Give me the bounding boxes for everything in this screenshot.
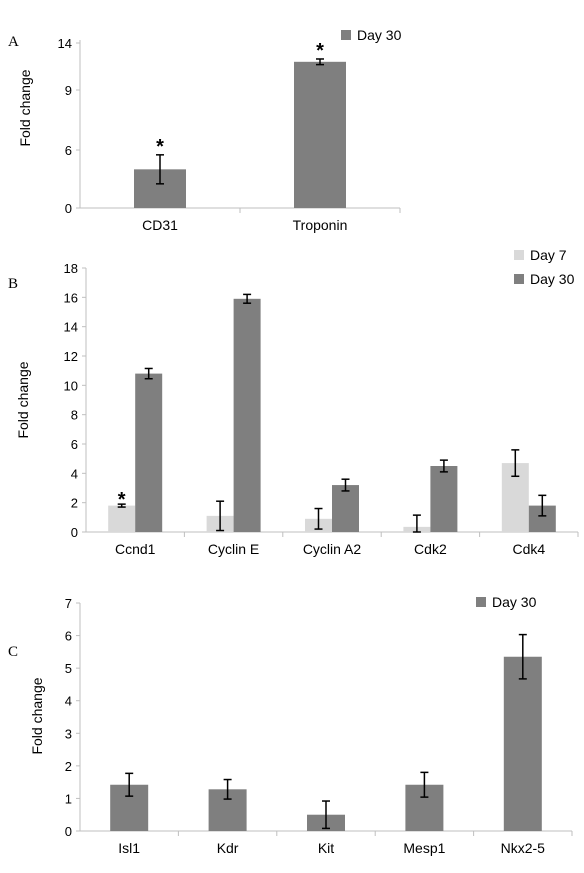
panel-c-y-axis-label: Fold change xyxy=(29,677,45,754)
panel-b-label: B xyxy=(8,276,18,292)
panel-b-y-tick-label: 18 xyxy=(64,261,78,276)
panel-b-y-tick-label: 8 xyxy=(71,408,78,423)
panel-b-x-tick-label: Ccnd1 xyxy=(115,541,156,557)
panel-c-y-tick-label: 5 xyxy=(65,661,72,676)
panel-c-x-tick-label: Kdr xyxy=(217,840,239,856)
panel-b-bar xyxy=(332,485,359,532)
panel-a-bar xyxy=(294,61,346,208)
panel-b-legend-label: Day 30 xyxy=(530,271,575,287)
panel-b-legend-swatch xyxy=(514,274,524,284)
panel-b-bar xyxy=(108,505,136,532)
panel-c-x-tick-label: Nkx2-5 xyxy=(501,840,546,856)
panel-c-y-tick-label: 2 xyxy=(65,759,72,774)
panel-b-bar xyxy=(233,298,261,532)
panel-a-x-tick-label: Troponin xyxy=(293,217,348,233)
panel-c-label: C xyxy=(8,644,18,660)
panel-c-y-tick-label: 7 xyxy=(65,596,72,611)
panel-b-y-tick-label: 12 xyxy=(64,349,78,364)
panel-b-y-tick-label: 4 xyxy=(71,466,78,481)
panel-c-y-tick-label: 3 xyxy=(65,726,72,741)
panel-b-x-tick-label: Cyclin E xyxy=(208,541,259,557)
panel-a-y-axis-label: Fold change xyxy=(17,69,33,146)
panel-b-y-axis-label: Fold change xyxy=(15,361,31,438)
panel-b-legend-swatch xyxy=(514,250,524,260)
panel-b-y-tick-label: 2 xyxy=(71,496,78,511)
panel-a-x-tick-label: CD31 xyxy=(142,217,178,233)
panel-c-x-tick-label: Isl1 xyxy=(118,840,140,856)
panel-b-y-tick-label: 14 xyxy=(64,320,78,335)
panel-c-y-tick-label: 6 xyxy=(65,629,72,644)
panel-b-y-tick-label: 0 xyxy=(71,525,78,540)
panel-c-x-tick-label: Mesp1 xyxy=(403,840,445,856)
panel-c-x-tick-label: Kit xyxy=(318,840,334,856)
panel-a-significance-mark: * xyxy=(316,40,324,62)
panel-c-y-tick-label: 4 xyxy=(65,694,72,709)
panel-c-y-tick-label: 1 xyxy=(65,791,72,806)
panel-c-legend-swatch xyxy=(476,597,486,607)
panel-b-x-tick-label: Cdk4 xyxy=(512,541,545,557)
panel-b-significance-mark: * xyxy=(118,489,126,511)
panel-a-y-tick-label: 9 xyxy=(65,83,72,98)
panel-a-legend-swatch xyxy=(341,30,351,40)
panel-b-legend-label: Day 7 xyxy=(530,247,567,263)
panel-b-y-tick-label: 6 xyxy=(71,437,78,452)
panel-b-y-tick-label: 10 xyxy=(64,378,78,393)
panel-c-y-tick-label: 0 xyxy=(65,824,72,839)
panel-b-bar xyxy=(135,373,163,532)
panel-a-label: A xyxy=(8,34,19,50)
panel-a-y-tick-label: 14 xyxy=(58,36,72,51)
panel-b-x-tick-label: Cdk2 xyxy=(414,541,447,557)
panel-b-x-tick-label: Cyclin A2 xyxy=(303,541,362,557)
panel-a-legend-label: Day 30 xyxy=(357,27,402,43)
panel-c-bar xyxy=(503,656,542,831)
panel-c-legend-label: Day 30 xyxy=(492,594,537,610)
panel-b-y-tick-label: 16 xyxy=(64,290,78,305)
panel-a-significance-mark: * xyxy=(156,136,164,158)
panel-a-y-tick-label: 0 xyxy=(65,201,72,216)
panel-b-bar xyxy=(430,466,458,532)
panel-a-y-tick-label: 6 xyxy=(65,143,72,158)
